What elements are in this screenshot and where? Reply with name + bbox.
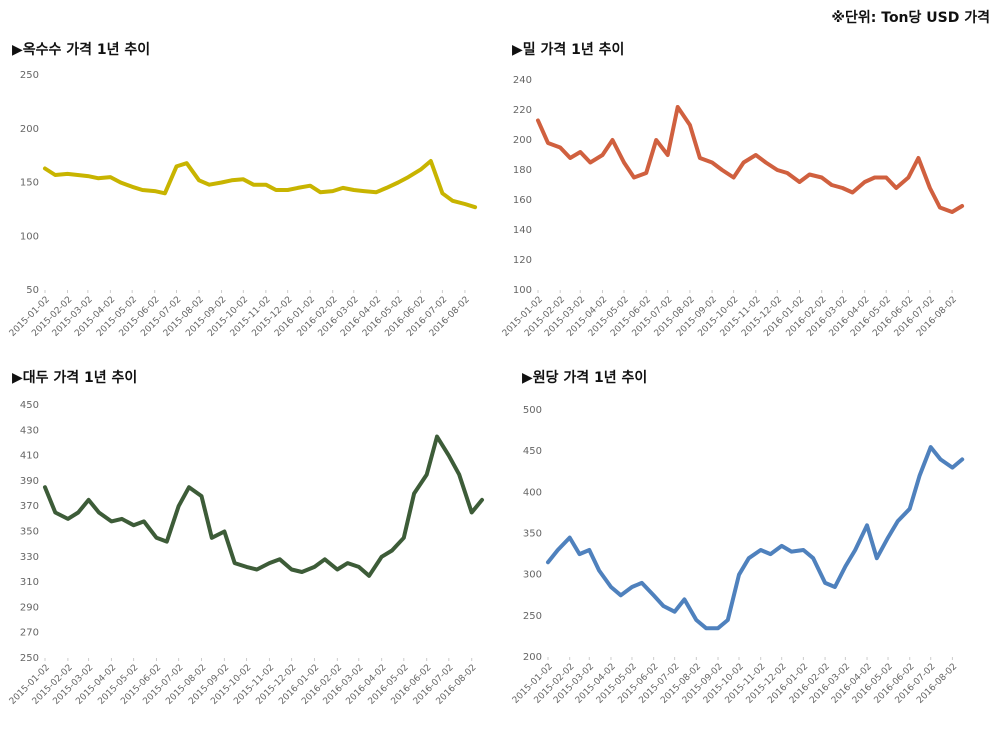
price-line <box>536 105 965 214</box>
y-tick-label: 400 <box>523 487 542 498</box>
chart-title: ▶옥수수 가격 1년 추이 <box>12 41 150 58</box>
y-tick-label: 160 <box>513 195 532 206</box>
y-tick-label: 120 <box>513 255 532 266</box>
y-tick-label: 290 <box>20 602 39 613</box>
y-tick-label: 250 <box>20 70 39 81</box>
chart-panel: ▶대두 가격 1년 추이 250 270 290 310 330 350 370 390 410 4… <box>8 369 484 707</box>
y-tick-label: 300 <box>523 570 542 581</box>
y-tick-label: 180 <box>513 165 532 176</box>
y-tick-label: 450 <box>20 400 39 411</box>
y-tick-label: 100 <box>20 231 39 242</box>
y-tick-label: 50 <box>26 285 39 296</box>
chart-panel: ▶원당 가격 1년 추이2002503003504004505002015-01… <box>511 369 965 706</box>
y-tick-label: 250 <box>523 611 542 622</box>
y-tick-label: 390 <box>20 476 39 487</box>
y-tick-label: 200 <box>20 124 39 135</box>
price-line <box>43 434 484 578</box>
y-tick-label: 150 <box>20 178 39 189</box>
y-tick-label: 350 <box>20 527 39 538</box>
y-tick-label: 200 <box>513 135 532 146</box>
price-line <box>43 159 478 210</box>
y-tick-label: 220 <box>513 105 532 116</box>
y-tick-label: 370 <box>20 501 39 512</box>
y-tick-label: 250 <box>20 653 39 664</box>
y-tick-label: 100 <box>513 285 532 296</box>
y-tick-label: 350 <box>523 529 542 540</box>
y-tick-label: 450 <box>523 446 542 457</box>
y-tick-label: 240 <box>513 75 532 86</box>
y-tick-label: 330 <box>20 552 39 563</box>
chart-title: ▶대두 가격 1년 추이 <box>12 369 137 386</box>
chart-panel: ▶밀 가격 1년 추이1001201401601802002202402015-… <box>501 41 965 339</box>
chart-title: ▶원당 가격 1년 추이 <box>522 369 647 386</box>
y-tick-label: 140 <box>513 225 532 236</box>
y-tick-label: 200 <box>523 652 542 663</box>
chart-title: ▶밀 가격 1년 추이 <box>512 41 624 58</box>
y-tick-label: 500 <box>523 405 542 416</box>
y-tick-label: 430 <box>20 425 39 436</box>
y-tick-label: 410 <box>20 451 39 462</box>
y-tick-label: 310 <box>20 577 39 588</box>
price-line <box>546 445 965 631</box>
y-tick-label: 270 <box>20 628 39 639</box>
unit-note: ※단위: Ton당 USD 가격 <box>831 9 990 26</box>
chart-panel: ▶옥수수 가격 1년 추이501001502002502015-01-02201… <box>8 41 478 339</box>
